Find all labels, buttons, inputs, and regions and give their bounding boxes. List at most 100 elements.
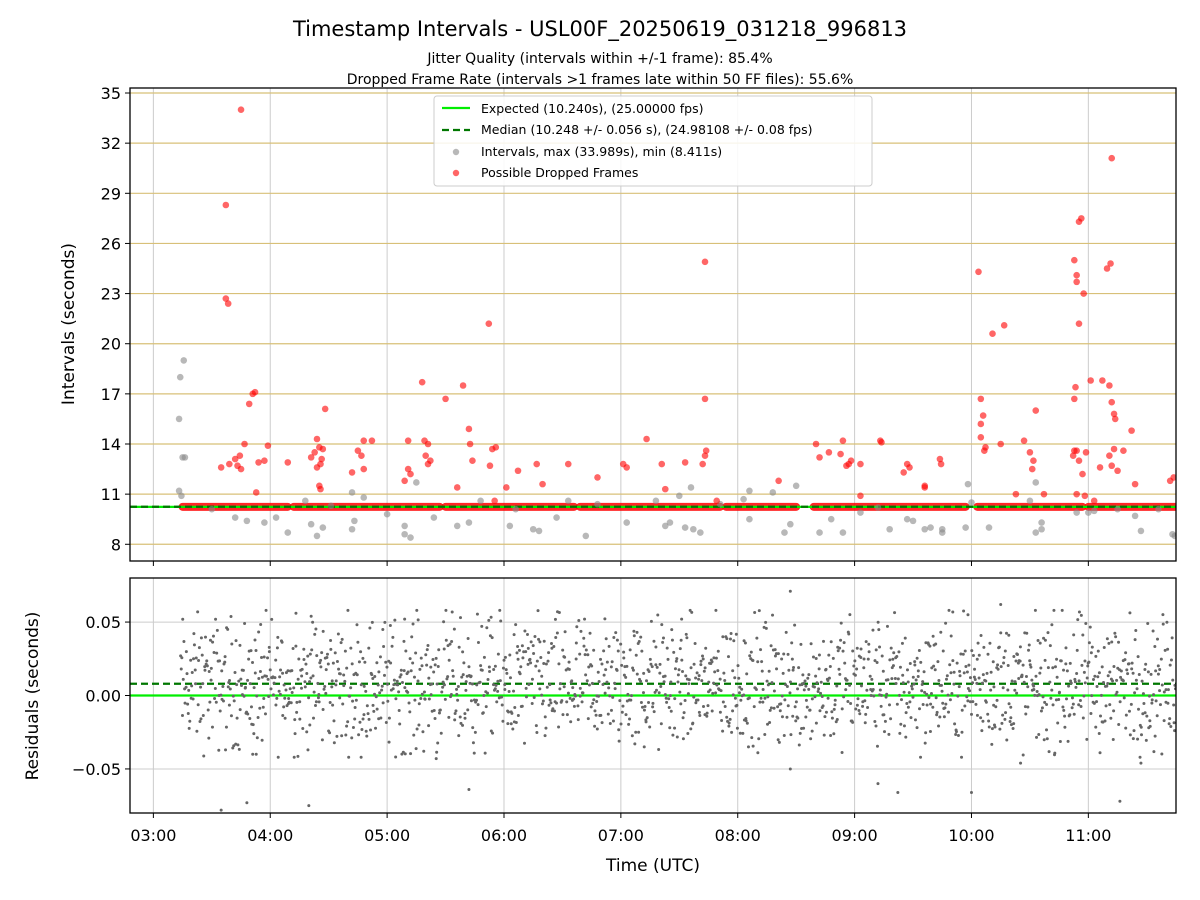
residual-point <box>603 691 607 695</box>
residual-point <box>727 724 731 728</box>
residual-point <box>292 686 296 690</box>
residual-point <box>506 722 510 726</box>
residual-point <box>357 733 361 737</box>
residual-point <box>387 659 391 663</box>
residual-point <box>667 705 671 709</box>
residual-point <box>645 716 649 720</box>
residual-point <box>390 644 394 648</box>
dropped-frame-point <box>486 462 494 470</box>
residual-point <box>249 649 253 653</box>
residual-point <box>570 679 574 683</box>
interval-point <box>208 505 216 513</box>
dropped-frame-point <box>921 484 929 491</box>
residual-point <box>762 625 766 629</box>
residual-point <box>406 690 410 694</box>
dropped-frame-point <box>1120 447 1127 454</box>
dropped-frame-point <box>936 455 944 463</box>
residual-point <box>360 727 364 731</box>
residual-point <box>972 675 976 679</box>
residual-point <box>980 729 984 733</box>
dropped-frame-point <box>514 467 522 475</box>
residual-point <box>768 721 772 725</box>
residual-point <box>219 693 223 697</box>
residual-point <box>458 616 462 620</box>
residual-point <box>727 721 731 725</box>
interval-point <box>284 529 292 536</box>
residual-point <box>746 745 750 749</box>
residual-point <box>223 660 227 664</box>
residual-point <box>669 680 673 684</box>
residual-point <box>561 648 565 652</box>
residual-point <box>597 694 601 698</box>
residual-point <box>542 639 546 643</box>
residual-point <box>550 646 554 650</box>
residual-point <box>650 665 654 669</box>
residual-point <box>859 655 863 659</box>
residual-point <box>349 686 353 690</box>
residual-point <box>1103 719 1107 723</box>
dropped-frame-point <box>284 459 292 466</box>
residual-point <box>1004 631 1008 635</box>
residual-point <box>1131 737 1135 741</box>
residual-point <box>431 657 435 661</box>
residual-point <box>1161 622 1165 626</box>
residual-point <box>1153 644 1157 648</box>
interval-point <box>231 514 239 521</box>
residual-point <box>496 679 500 683</box>
residual-point <box>801 673 805 677</box>
interval-point <box>1137 527 1145 535</box>
residual-point <box>513 705 517 709</box>
residual-point <box>985 671 989 675</box>
residual-point <box>519 665 523 669</box>
residual-point <box>332 719 336 723</box>
residual-point <box>595 699 599 703</box>
interval-point <box>968 499 975 506</box>
dropped-frame-point <box>699 460 706 468</box>
residual-point <box>607 644 611 648</box>
interval-point <box>903 515 911 523</box>
residual-point <box>854 707 858 711</box>
residual-point <box>294 644 298 648</box>
residual-point <box>609 708 613 712</box>
residual-point <box>408 710 412 714</box>
residual-point <box>394 755 398 759</box>
residual-point <box>744 719 748 723</box>
residual-point <box>979 716 983 720</box>
residual-point <box>705 711 709 715</box>
residual-point <box>1087 660 1091 664</box>
residual-point <box>403 752 407 756</box>
residual-point <box>232 744 236 748</box>
residual-point <box>486 691 490 695</box>
residual-point <box>412 733 416 737</box>
interval-point <box>553 514 560 521</box>
residual-point <box>300 674 304 678</box>
dropped-frame-point <box>979 412 987 419</box>
interval-point <box>781 529 788 536</box>
residual-point <box>451 669 455 673</box>
residual-point <box>955 661 959 665</box>
residual-point <box>582 636 586 640</box>
dropped-frame-point <box>857 492 864 500</box>
residual-point <box>874 724 878 728</box>
residual-point <box>959 652 963 656</box>
x-tick-label: 04:00 <box>247 826 293 845</box>
residual-point <box>252 686 256 690</box>
residual-point <box>622 673 626 677</box>
residual-point <box>518 672 522 676</box>
residual-point <box>653 690 657 694</box>
interval-point <box>175 415 183 423</box>
residual-point <box>1028 659 1032 663</box>
residual-point <box>952 670 956 674</box>
residual-point <box>295 700 299 704</box>
residual-point <box>1143 711 1147 715</box>
residual-point <box>442 647 446 651</box>
residual-point <box>681 669 685 673</box>
residual-point <box>689 666 693 670</box>
residual-point <box>399 673 403 677</box>
residual-point <box>450 610 454 614</box>
residual-point <box>1158 667 1162 671</box>
residual-point <box>1096 649 1100 653</box>
residual-point <box>526 646 530 650</box>
residual-point <box>1065 697 1069 701</box>
residual-point <box>723 678 727 682</box>
